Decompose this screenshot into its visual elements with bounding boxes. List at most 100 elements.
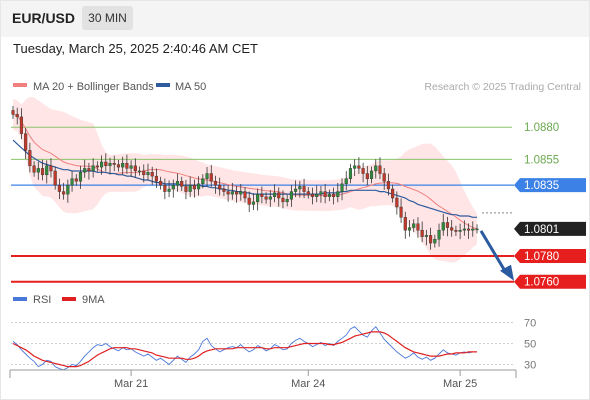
candle-body — [348, 168, 353, 179]
candle — [53, 166, 57, 190]
candle — [268, 190, 272, 207]
candle-body — [175, 181, 180, 186]
candle — [256, 188, 260, 211]
candle — [87, 162, 91, 180]
candle — [239, 183, 243, 201]
candle-body — [91, 165, 95, 172]
candle-body — [416, 223, 420, 231]
support-tag: 1.0760 — [514, 274, 586, 289]
candle — [100, 155, 104, 175]
candle — [116, 160, 121, 172]
candle — [28, 142, 32, 173]
candle-body — [159, 181, 163, 186]
candle-body — [57, 184, 61, 192]
x-tick-label: Mar 25 — [443, 378, 477, 390]
candle — [298, 180, 302, 198]
candle-body — [306, 191, 310, 195]
candle — [108, 157, 112, 175]
candle-body — [108, 163, 112, 167]
candle — [104, 153, 108, 172]
candle — [180, 176, 184, 191]
candle — [57, 178, 61, 200]
candle-body — [471, 228, 475, 231]
candle — [11, 105, 15, 119]
credit-label: Research © 2025 Trading Central — [424, 81, 581, 93]
candle-body — [391, 188, 395, 199]
candle-body — [53, 170, 57, 186]
chart-datetime: Tuesday, March 25, 2025 2:40:46 AM CET — [13, 41, 258, 56]
candle — [332, 187, 336, 205]
candle — [243, 187, 247, 203]
candle — [40, 159, 45, 181]
candle — [458, 223, 462, 240]
candle-body — [45, 165, 49, 176]
candle — [121, 156, 125, 175]
candle — [62, 182, 66, 200]
candle-body — [116, 164, 121, 168]
candle-body — [310, 193, 315, 197]
legend-label-9ma: 9MA — [82, 294, 105, 306]
pivot-tag: 1.0835 — [514, 178, 586, 193]
candle-body — [70, 178, 74, 186]
candle-body — [222, 188, 226, 192]
candle — [222, 184, 226, 197]
candle-body — [403, 217, 407, 231]
candle-body — [466, 228, 471, 231]
candle-body — [142, 170, 146, 176]
candle-body — [445, 222, 450, 228]
rsi-tick-label: 50 — [524, 339, 536, 351]
candle — [433, 234, 437, 248]
candle-body — [188, 184, 192, 192]
legend-label-rsi: RSI — [33, 294, 51, 306]
forecast-arrow-head — [500, 264, 514, 281]
candle-body — [167, 188, 171, 192]
candle — [315, 185, 319, 203]
candle-body — [163, 184, 167, 192]
candle — [450, 220, 454, 237]
candle — [146, 163, 150, 181]
candle — [475, 224, 479, 234]
candle-body — [365, 173, 369, 179]
candle-body — [332, 193, 336, 197]
candle-body — [378, 165, 382, 174]
candle-body — [407, 227, 412, 231]
candle — [175, 173, 180, 192]
last-price-tag-box — [514, 221, 586, 236]
candle-body — [112, 163, 116, 165]
candle-body — [323, 191, 327, 197]
candle-body — [213, 181, 218, 186]
candle-body — [289, 191, 293, 200]
candle — [36, 161, 40, 180]
candle-body — [133, 165, 137, 172]
candle-body — [315, 193, 319, 197]
candle-body — [264, 196, 268, 200]
candle-body — [353, 165, 357, 169]
candle-body — [369, 170, 374, 179]
candle — [247, 191, 251, 213]
candle-body — [171, 184, 175, 190]
candle — [294, 180, 298, 198]
candle-body — [205, 173, 209, 179]
candle-body — [458, 229, 462, 232]
timeframe-badge[interactable]: 30 MIN — [82, 6, 133, 30]
candle — [378, 157, 382, 180]
candle — [150, 166, 154, 185]
legend-swatch-ma50 — [156, 83, 170, 87]
candle — [192, 179, 196, 198]
candle-body — [36, 168, 40, 173]
candle-body — [40, 168, 45, 176]
candle — [91, 158, 95, 178]
legend-swatch-rsi — [13, 297, 27, 301]
candle-body — [272, 192, 277, 197]
candle — [420, 221, 424, 243]
rsi-tick-label: 30 — [524, 360, 536, 372]
candle — [391, 184, 395, 203]
candle — [83, 159, 87, 178]
candle — [74, 174, 78, 186]
candle — [336, 182, 340, 203]
candle — [462, 220, 466, 236]
candle-body — [420, 229, 424, 237]
candle — [302, 178, 306, 199]
candle — [251, 193, 256, 210]
symbol-label: EUR/USD — [12, 10, 76, 26]
